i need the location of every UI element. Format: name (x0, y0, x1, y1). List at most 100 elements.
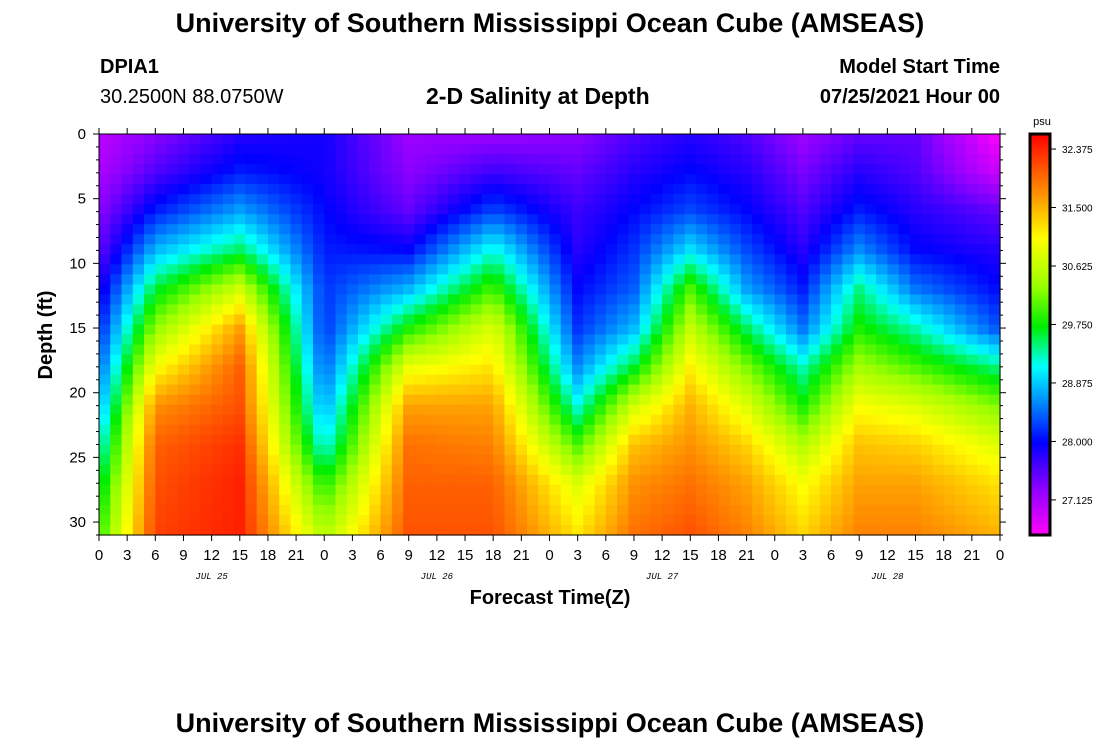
heatmap-cell (403, 164, 415, 175)
heatmap-cell (988, 374, 1001, 386)
heatmap-cell (628, 304, 641, 316)
heatmap-cell (369, 244, 382, 255)
heatmap-cell (819, 514, 832, 526)
heatmap-cell (786, 134, 798, 145)
x-tick-label: 6 (376, 547, 384, 564)
heatmap-cell (898, 434, 911, 446)
heatmap-cell (876, 504, 888, 516)
heatmap-cell (448, 314, 460, 326)
heatmap-cell (819, 334, 832, 346)
heatmap-cell (966, 484, 979, 496)
heatmap-cell (988, 154, 1001, 165)
heatmap-cell (436, 474, 449, 486)
heatmap-cell (121, 434, 134, 446)
heatmap-cell (470, 524, 483, 536)
heatmap-cell (448, 484, 460, 496)
heatmap-cell (504, 184, 517, 195)
heatmap-cell (560, 294, 573, 306)
heatmap-cell (718, 404, 731, 416)
heatmap-cell (628, 264, 641, 275)
heatmap-cell (819, 194, 832, 205)
heatmap-cell (639, 284, 652, 295)
heatmap-cell (864, 424, 877, 436)
heatmap-cell (752, 424, 765, 436)
heatmap-cell (594, 364, 607, 376)
heatmap-cell (177, 344, 190, 356)
heatmap-cell (369, 504, 382, 516)
heatmap-cell (898, 474, 911, 486)
heatmap-cell (222, 164, 235, 175)
heatmap-cell (786, 164, 798, 175)
heatmap-cell (200, 334, 213, 346)
heatmap-cell (279, 454, 292, 466)
heatmap-cell (583, 284, 596, 295)
heatmap-cell (414, 134, 427, 145)
heatmap-cell (538, 134, 551, 145)
heatmap-cell (831, 324, 843, 336)
heatmap-cell (234, 164, 247, 175)
heatmap-cell (538, 304, 551, 316)
heatmap-cell (572, 274, 584, 285)
heatmap-cell (369, 384, 382, 396)
heatmap-cell (864, 234, 877, 245)
heatmap-cell (110, 294, 123, 306)
heatmap-cell (977, 224, 990, 235)
heatmap-cell (155, 374, 168, 386)
heatmap-cell (628, 394, 641, 406)
heatmap-cell (110, 264, 123, 275)
heatmap-cell (459, 514, 472, 526)
heatmap-cell (988, 174, 1001, 185)
heatmap-cell (876, 304, 888, 316)
heatmap-cell (605, 474, 618, 486)
heatmap-cell (279, 424, 292, 436)
heatmap-cell (988, 474, 1001, 486)
heatmap-cell (470, 394, 483, 406)
heatmap-cell (560, 234, 573, 245)
heatmap-cell (932, 404, 945, 416)
heatmap-cell (481, 454, 494, 466)
heatmap-cell (605, 484, 618, 496)
heatmap-cell (132, 174, 145, 185)
heatmap-cell (481, 164, 494, 175)
heatmap-cell (144, 234, 156, 245)
heatmap-cell (166, 134, 179, 145)
heatmap-cell (526, 274, 539, 285)
heatmap-cell (729, 364, 742, 376)
heatmap-cell (436, 264, 449, 275)
heatmap-cell (774, 404, 787, 416)
heatmap-cell (256, 524, 269, 536)
heatmap-cell (324, 244, 337, 255)
heatmap-cell (425, 444, 438, 456)
heatmap-cell (189, 384, 201, 396)
heatmap-cell (605, 224, 618, 235)
heatmap-cell (594, 314, 607, 326)
heatmap-cell (763, 134, 776, 145)
heatmap-cell (808, 474, 821, 486)
heatmap-cell (414, 244, 427, 255)
heatmap-cell (267, 334, 280, 346)
heatmap-cell (988, 414, 1001, 426)
heatmap-cell (617, 274, 629, 285)
heatmap-cell (436, 174, 449, 185)
heatmap-cell (301, 384, 314, 396)
heatmap-cell (560, 404, 573, 416)
heatmap-cell (695, 394, 708, 406)
heatmap-cell (639, 164, 652, 175)
heatmap-cell (200, 344, 213, 356)
heatmap-cell (414, 444, 427, 456)
heatmap-cell (639, 184, 652, 195)
heatmap-cell (200, 514, 213, 526)
heatmap-cell (222, 434, 235, 446)
heatmap-cell (515, 454, 528, 466)
heatmap-cell (549, 294, 562, 306)
heatmap-cell (572, 414, 584, 426)
heatmap-cell (504, 514, 517, 526)
x-tick-label: 3 (573, 547, 581, 564)
heatmap-cell (245, 424, 258, 436)
heatmap-cell (470, 354, 483, 366)
heatmap-cell (786, 424, 798, 436)
heatmap-cell (876, 144, 888, 155)
heatmap-cell (358, 134, 370, 145)
heatmap-cell (144, 214, 156, 225)
heatmap-cell (617, 484, 629, 496)
